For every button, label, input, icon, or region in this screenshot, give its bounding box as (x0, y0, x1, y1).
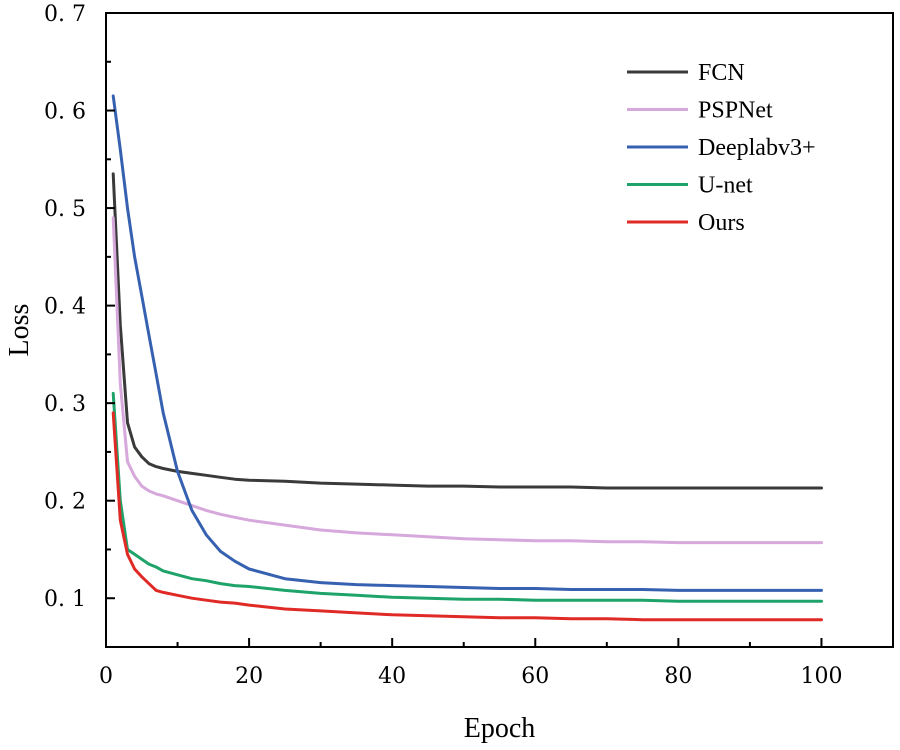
legend-label: Deeplabv3+ (698, 135, 816, 161)
x-tick-label: 80 (664, 664, 692, 689)
series-line-u-net (111, 391, 823, 603)
ticks-layer: 0 20 40 60 80 100 0. 1 0. 2 0. 3 0. 4 0. 5 0. 6 0. 7 (44, 2, 842, 689)
y-tick-label: 0. 1 (44, 587, 86, 612)
x-tick-label: 60 (521, 664, 549, 689)
y-tick-label: 0. 4 (44, 295, 86, 320)
x-tick-label: 0 (99, 664, 113, 689)
y-axis-title: Loss (4, 304, 35, 357)
y-tick-label: 0. 7 (44, 2, 86, 27)
series-line-pspnet (111, 216, 823, 545)
series-line-deeplabv3 (111, 94, 823, 592)
y-tick-label: 0. 3 (44, 392, 86, 417)
x-tick-label: 20 (235, 664, 263, 689)
x-tick-label: 40 (378, 664, 406, 689)
plot-frame (105, 12, 894, 648)
y-tick-label: 0. 5 (44, 197, 86, 222)
legend-label: FCN (698, 60, 745, 86)
series-line-fcn (111, 172, 823, 490)
series-line-ours (111, 411, 823, 622)
legend-label: PSPNet (698, 98, 773, 124)
series-layer (111, 94, 823, 622)
y-tick-label: 0. 6 (44, 100, 86, 125)
x-axis-title: Epoch (464, 713, 536, 744)
legend: FCN PSPNet Deeplabv3+ U-net Ours (627, 60, 816, 236)
legend-label: U-net (698, 173, 753, 199)
x-tick-label: 100 (800, 664, 842, 689)
legend-label: Ours (698, 210, 745, 236)
y-tick-label: 0. 2 (44, 490, 86, 515)
